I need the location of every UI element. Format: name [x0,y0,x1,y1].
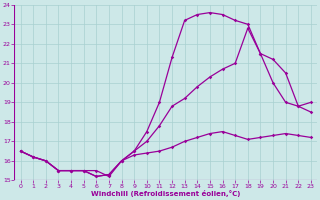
X-axis label: Windchill (Refroidissement éolien,°C): Windchill (Refroidissement éolien,°C) [91,190,240,197]
